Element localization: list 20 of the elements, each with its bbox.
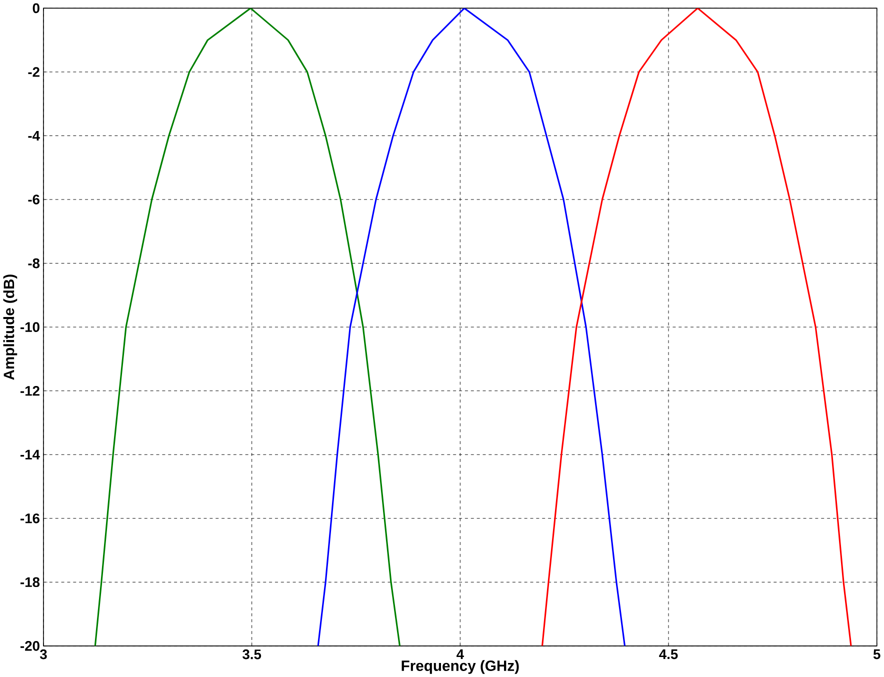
y-tick-label: -18 [20, 577, 40, 587]
y-tick-label: -12 [20, 386, 40, 396]
y-tick-label: -4 [28, 130, 40, 140]
y-tick-label: -20 [20, 640, 40, 651]
y-tick-label: -14 [20, 450, 40, 460]
y-tick-label: -10 [20, 322, 40, 332]
line-series [541, 8, 852, 646]
x-tick-label: 3 [40, 649, 47, 660]
x-tick-label: 4.5 [659, 649, 678, 659]
x-tick-label: 3.5 [242, 649, 262, 660]
y-axis-title: Amplitude (dB) [3, 274, 18, 380]
x-axis-title: Frequency (GHz) [402, 660, 519, 674]
y-tick-label: -6 [28, 194, 40, 204]
line-series [94, 8, 401, 646]
y-tick-label: 0 [32, 3, 40, 13]
x-tick-label: 5 [873, 649, 880, 659]
y-tick-label: -2 [28, 67, 40, 77]
y-tick-label: -16 [20, 513, 40, 524]
x-tick-label: 4 [456, 649, 464, 659]
y-tick-label: -8 [28, 258, 40, 268]
